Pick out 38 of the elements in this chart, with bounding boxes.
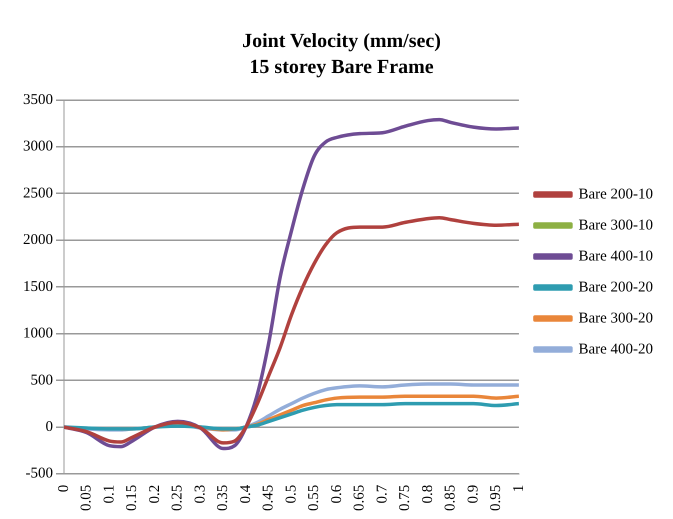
chart-title: Joint Velocity (mm/sec) [242, 30, 441, 52]
x-tick-label: 0.7 [374, 484, 390, 504]
x-tick-label: 0.1 [101, 484, 118, 504]
x-tick-label: 0.65 [352, 484, 368, 511]
x-tick-label: 0.45 [260, 484, 277, 511]
x-tick-label: 0.25 [170, 484, 186, 511]
legend-label: Bare 300-20 [578, 310, 653, 326]
x-tick-label: 0.2 [146, 484, 163, 504]
x-tick-label: 0.85 [442, 484, 459, 511]
x-tick-label: 1 [510, 484, 527, 492]
x-tick-label: 0 [56, 484, 72, 492]
x-tick-label: 0.9 [465, 484, 482, 504]
y-tick-label: 1000 [23, 326, 53, 342]
x-tick-label: 0.8 [420, 484, 436, 504]
x-tick-label: 0.3 [192, 484, 208, 504]
x-tick-label: 0.95 [488, 484, 504, 511]
x-tick-label: 0.4 [238, 484, 254, 504]
y-tick-label: 0 [46, 418, 53, 435]
legend-label: Bare 400-20 [578, 341, 653, 358]
y-tick-label: 1500 [23, 278, 53, 295]
chart-subtitle: 15 storey Bare Frame [249, 56, 434, 78]
x-tick-label: 0.75 [397, 484, 414, 511]
x-tick-label: 0.15 [124, 484, 140, 511]
y-tick-label: 2500 [23, 185, 53, 202]
x-tick-label: 0.6 [328, 484, 345, 504]
y-tick-label: 2000 [23, 232, 53, 248]
y-tick-label: 3000 [23, 138, 53, 155]
x-tick-label: 0.35 [215, 484, 232, 511]
legend-label: Bare 200-10 [578, 186, 653, 202]
y-tick-label: -500 [26, 466, 53, 482]
legend-label: Bare 400-10 [578, 248, 653, 264]
y-tick-label: 500 [30, 372, 53, 388]
x-tick-label: 0.5 [283, 484, 300, 504]
x-tick-label: 0.55 [306, 484, 322, 511]
y-tick-label: 3500 [23, 92, 53, 108]
x-tick-label: 0.05 [78, 484, 95, 511]
legend-label: Bare 300-10 [578, 217, 653, 234]
legend-label: Bare 200-20 [578, 279, 653, 296]
